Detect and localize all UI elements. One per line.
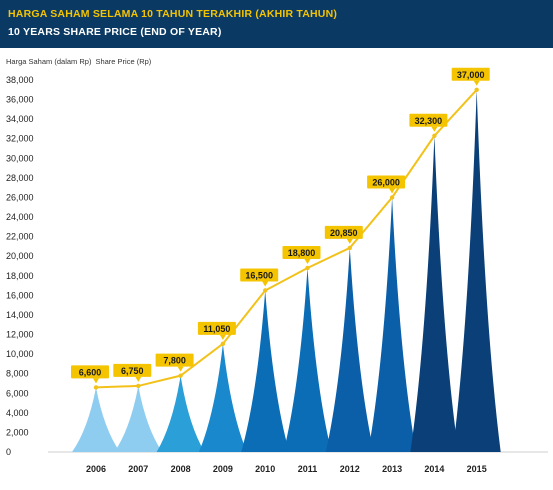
data-label-box — [409, 113, 448, 127]
data-label: 20,850 — [330, 228, 358, 238]
bar-2006 — [72, 387, 120, 452]
data-label-pointer — [346, 238, 353, 244]
bar-2012 — [325, 247, 374, 452]
bar-2013 — [368, 197, 417, 452]
data-label-box — [367, 175, 406, 189]
x-tick-label: 2013 — [382, 464, 402, 474]
trend-line — [95, 89, 478, 389]
data-label: 6,600 — [79, 367, 102, 377]
y-tick-label: 28,000 — [6, 173, 34, 183]
data-label: 26,000 — [372, 177, 400, 187]
data-label-pointer — [135, 376, 142, 382]
y-tick-label: 10,000 — [6, 349, 34, 359]
y-tick-label: 26,000 — [6, 192, 34, 202]
data-point — [432, 133, 437, 138]
y-tick-label: 34,000 — [6, 114, 34, 124]
y-tick-label: 30,000 — [6, 153, 34, 163]
y-tick-label: 14,000 — [6, 310, 34, 320]
y-tick-label: 32,000 — [6, 134, 34, 144]
x-tick-label: 2014 — [424, 464, 444, 474]
data-label-pointer — [431, 126, 438, 132]
y-tick-label: 6,000 — [6, 388, 29, 398]
data-label-box — [282, 245, 321, 259]
data-point — [263, 288, 268, 293]
y-tick-label: 18,000 — [6, 271, 34, 281]
data-label-pointer — [389, 188, 396, 194]
y-axis-label-id: Harga Saham (dalam Rp) — [6, 57, 92, 66]
data-label-box — [155, 353, 194, 367]
data-label-pointer — [93, 378, 99, 384]
data-label-pointer — [262, 281, 269, 287]
y-axis-label-en: Share Price (Rp) — [95, 57, 152, 66]
data-label-box — [324, 225, 363, 239]
data-point — [347, 245, 352, 251]
data-point — [474, 87, 479, 92]
chart-subtitle: 10 YEARS SHARE PRICE (END OF YEAR) — [8, 26, 222, 38]
data-label: 18,800 — [288, 248, 316, 258]
data-label: 7,800 — [163, 356, 186, 366]
data-label-pointer — [177, 366, 184, 372]
data-label: 37,000 — [457, 70, 485, 80]
bar-2010 — [241, 290, 290, 452]
x-tick-label: 2009 — [213, 464, 233, 474]
x-tick-label: 2015 — [467, 464, 487, 474]
data-label: 11,050 — [203, 324, 230, 334]
data-label-box — [240, 268, 279, 282]
x-tick-label: 2011 — [298, 464, 318, 474]
data-label-box — [71, 365, 109, 379]
data-label-box — [451, 67, 490, 81]
x-tick-label: 2006 — [86, 464, 106, 474]
data-point — [93, 385, 99, 390]
data-point — [305, 265, 310, 271]
data-label: 32,300 — [415, 116, 443, 126]
x-tick-label: 2012 — [340, 464, 360, 474]
y-tick-label: 36,000 — [6, 95, 34, 105]
data-label-pointer — [473, 80, 480, 86]
y-tick-label: 20,000 — [6, 251, 34, 261]
data-label-box — [113, 363, 152, 377]
bar-2015 — [452, 89, 501, 452]
bar-2008 — [156, 375, 205, 452]
bar-2011 — [283, 267, 332, 452]
y-tick-label: 22,000 — [6, 232, 34, 242]
data-label: 16,500 — [245, 270, 273, 280]
y-tick-label: 38,000 — [6, 75, 34, 85]
bar-2014 — [410, 135, 459, 453]
data-label-pointer — [219, 334, 226, 340]
y-tick-label: 0 — [6, 447, 11, 457]
data-point — [389, 195, 395, 200]
data-point — [136, 383, 141, 389]
x-tick-label: 2010 — [255, 464, 275, 474]
x-tick-label: 2008 — [171, 464, 191, 474]
bar-2007 — [114, 385, 163, 452]
data-label-pointer — [304, 258, 311, 264]
chart-title: HARGA SAHAM SELAMA 10 TAHUN TERAKHIR (AK… — [8, 8, 338, 20]
data-label-box — [197, 321, 236, 335]
y-tick-label: 12,000 — [6, 330, 34, 340]
data-point — [178, 373, 183, 378]
x-tick-label: 2007 — [128, 464, 148, 474]
bar-2009 — [198, 343, 247, 452]
data-point — [220, 341, 226, 347]
y-axis-label: Harga Saham (dalam Rp) Share Price (Rp) — [6, 57, 151, 66]
y-tick-label: 4,000 — [6, 408, 29, 418]
y-tick-label: 24,000 — [6, 212, 34, 222]
y-tick-label: 2,000 — [6, 427, 29, 437]
data-label: 6,750 — [121, 366, 144, 376]
y-tick-label: 16,000 — [6, 290, 34, 300]
y-tick-label: 8,000 — [6, 369, 29, 379]
chart-header: HARGA SAHAM SELAMA 10 TAHUN TERAKHIR (AK… — [0, 0, 553, 48]
